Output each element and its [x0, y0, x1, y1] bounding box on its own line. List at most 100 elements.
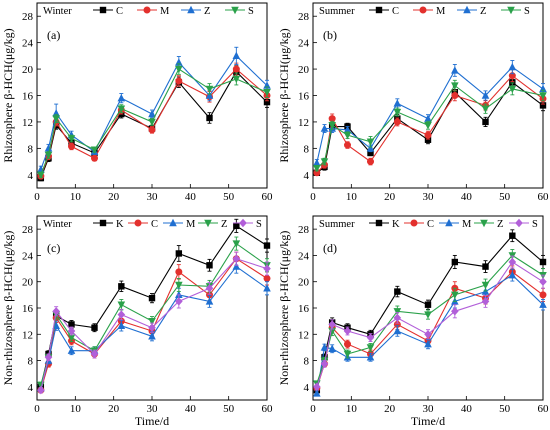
- data-point: [424, 136, 432, 143]
- plot-frame: [36, 215, 268, 401]
- series-line: [316, 84, 544, 169]
- x-tick-label: 10: [70, 403, 82, 415]
- legend-entry: M: [436, 6, 446, 17]
- data-point: [175, 281, 183, 290]
- y-tick-label: 16: [298, 303, 310, 315]
- data-point: [320, 343, 329, 351]
- data-point: [366, 353, 375, 361]
- data-point: [393, 313, 402, 323]
- legend-marker: [204, 219, 212, 228]
- data-point: [233, 222, 240, 230]
- data-point: [367, 158, 374, 166]
- legend: Summer C M Z S: [319, 5, 530, 17]
- data-point: [148, 294, 156, 302]
- data-point: [424, 311, 432, 319]
- data-point: [320, 124, 329, 132]
- data-point: [263, 264, 271, 273]
- x-axis-label: Time/d: [411, 414, 445, 428]
- legend-marker: [463, 5, 471, 14]
- data-point: [90, 146, 99, 154]
- legend-entry: C: [427, 219, 434, 230]
- legend-marker: [515, 218, 523, 228]
- data-point: [148, 109, 156, 118]
- x-tick-label: 60: [262, 191, 274, 203]
- x-tick-label: 40: [185, 403, 197, 415]
- data-point: [328, 122, 336, 130]
- data-point: [205, 297, 214, 305]
- data-point: [232, 75, 241, 84]
- series-line: [40, 242, 268, 386]
- y-axis-label: Rhizosphere β-HCH(μg/kg): [1, 28, 15, 162]
- data-point: [482, 263, 489, 270]
- legend-entry: C: [151, 219, 158, 230]
- data-point: [424, 339, 432, 348]
- data-point: [175, 290, 183, 299]
- x-tick-label: 60: [262, 403, 274, 415]
- data-point: [148, 323, 156, 332]
- x-tick-label: 30: [147, 191, 159, 203]
- series-S: [313, 79, 547, 173]
- legend-marker: [143, 6, 151, 14]
- x-tick-label: 20: [108, 403, 120, 415]
- data-point: [508, 270, 517, 279]
- data-point: [263, 88, 271, 97]
- series-S: [37, 251, 271, 395]
- legend-title: Summer: [319, 6, 355, 17]
- data-point: [91, 154, 98, 162]
- legend-marker: [480, 219, 488, 228]
- panel-label: (c): [47, 241, 60, 255]
- data-point: [206, 291, 213, 299]
- series-line: [316, 81, 544, 174]
- x-tick-label: 50: [223, 191, 235, 203]
- legend-entry: M: [160, 6, 170, 17]
- legend-marker: [239, 218, 247, 228]
- data-point: [366, 144, 375, 152]
- series-line: [316, 261, 544, 388]
- y-tick-label: 8: [304, 143, 310, 155]
- data-point: [44, 353, 53, 362]
- data-point: [232, 51, 241, 60]
- data-point: [509, 79, 516, 86]
- data-point: [263, 284, 271, 292]
- legend-entry: S: [524, 6, 530, 17]
- data-point: [52, 115, 60, 123]
- y-tick-label: 4: [304, 382, 310, 394]
- chart-panel-d: 0 10 20 30 40 50 60 4 8 12 16 20 24 28 Non-rhizosphere…: [277, 215, 549, 428]
- data-point: [328, 344, 336, 352]
- data-point: [481, 297, 490, 306]
- data-point: [366, 333, 375, 342]
- legend-title: Winter: [43, 6, 72, 17]
- data-point: [451, 66, 459, 74]
- y-tick-label: 20: [22, 64, 34, 76]
- panel-label: (b): [323, 28, 337, 42]
- data-point: [451, 291, 459, 300]
- data-point: [263, 98, 271, 106]
- legend: Winter C M Z S: [43, 5, 254, 17]
- legend-entry: K: [116, 219, 124, 230]
- data-point: [263, 242, 271, 249]
- data-point: [117, 93, 126, 102]
- data-point: [68, 142, 75, 150]
- y-tick-label: 16: [22, 91, 34, 103]
- series-line: [316, 66, 544, 164]
- data-point: [44, 151, 53, 160]
- data-point: [313, 164, 321, 173]
- data-point: [343, 125, 352, 134]
- data-point: [481, 281, 490, 290]
- chart-panel-a: 0 10 20 30 40 50 60 4 8 12 16 20 24 28 Rhizosphere β-H…: [1, 2, 274, 203]
- x-tick-label: 0: [34, 191, 40, 203]
- x-tick-label: 40: [185, 191, 197, 203]
- y-tick-label: 4: [304, 170, 310, 182]
- legend-entry: S: [532, 219, 538, 230]
- data-point: [393, 326, 402, 335]
- panel-label: (d): [323, 241, 337, 255]
- y-tick-label: 24: [22, 38, 34, 50]
- series-line: [40, 68, 268, 177]
- data-point: [539, 277, 547, 286]
- legend-marker: [375, 6, 383, 14]
- data-point: [343, 131, 352, 140]
- legend-entry: S: [248, 6, 254, 17]
- data-point: [424, 131, 432, 139]
- data-point: [91, 324, 98, 331]
- y-tick-label: 12: [22, 117, 33, 129]
